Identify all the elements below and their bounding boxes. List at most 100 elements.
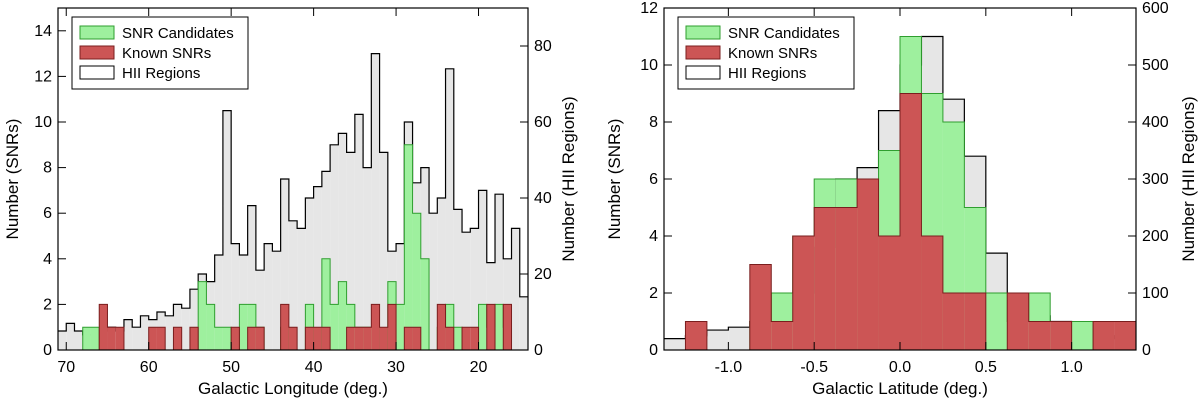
- legend-swatch: [79, 65, 115, 80]
- histogram-bar: [255, 327, 265, 350]
- series-known-snrs: [58, 303, 528, 350]
- histogram-bar: [280, 304, 289, 350]
- histogram-bar: [198, 281, 207, 350]
- histogram-bar: [664, 338, 686, 350]
- y2-tick-label: 0: [534, 342, 543, 359]
- histogram-bar: [814, 207, 836, 350]
- x-axis-title: Galactic Longitude (deg.): [198, 379, 388, 398]
- y2-tick-label: 20: [534, 266, 552, 283]
- histogram-bar: [206, 304, 215, 350]
- x-tick-label: 20: [470, 359, 488, 376]
- histogram-bar: [685, 321, 707, 350]
- histogram-bar: [387, 304, 397, 350]
- histogram-bar: [437, 304, 446, 350]
- histogram-bar: [288, 327, 298, 350]
- y-tick-label: 4: [649, 228, 658, 245]
- x-tick-label: 0.5: [975, 359, 997, 376]
- histogram-bar: [363, 167, 372, 350]
- y-tick-label: 6: [649, 171, 658, 188]
- histogram-bar: [495, 194, 504, 350]
- x-axis-title: Galactic Latitude (deg.): [812, 379, 988, 398]
- histogram-bar: [239, 255, 248, 350]
- y2-tick-label: 60: [534, 114, 552, 131]
- histogram-bar: [280, 179, 289, 350]
- histogram-bar: [396, 243, 405, 350]
- histogram-bar: [239, 304, 248, 350]
- histogram-bar: [338, 281, 347, 350]
- histogram-bar: [1071, 321, 1094, 350]
- histogram-bar: [396, 304, 405, 350]
- histogram-bar: [371, 304, 380, 350]
- histogram-bar: [445, 327, 454, 350]
- legend-swatch: [79, 45, 115, 60]
- histogram-bar: [445, 68, 454, 350]
- x-tick-label: 50: [222, 359, 240, 376]
- histogram-bar: [404, 327, 413, 350]
- histogram-bar: [486, 304, 496, 350]
- histogram-bar: [420, 258, 430, 350]
- histogram-bar: [429, 213, 438, 350]
- series-hii-regions: [58, 53, 528, 350]
- legend: SNR Candidates Known SNRs HII Regions: [71, 16, 249, 90]
- legend-label: SNR Candidates: [122, 25, 234, 42]
- y-tick-label: 14: [34, 23, 52, 40]
- x-tick-label: 0.0: [889, 359, 911, 376]
- y2-tick-label: 300: [1142, 171, 1169, 188]
- histogram-bar: [189, 327, 199, 350]
- y2-tick-label: 500: [1142, 57, 1169, 74]
- histogram-bar: [132, 327, 141, 350]
- histogram-bar: [437, 198, 446, 350]
- plot-area: [58, 53, 528, 350]
- histogram-bar: [222, 110, 232, 350]
- histogram-bar: [231, 243, 240, 350]
- y-axis-title: Number (SNRs): [605, 119, 624, 240]
- histogram-bar: [453, 209, 463, 350]
- histogram-bar: [330, 144, 339, 350]
- histogram-bar: [478, 304, 487, 350]
- legend: SNR Candidates Known SNRs HII Regions: [677, 16, 855, 90]
- y-tick-label: 0: [649, 342, 658, 359]
- histogram-bar: [771, 321, 793, 350]
- histogram-bar: [900, 93, 922, 350]
- histogram-bar: [115, 327, 124, 350]
- y-tick-label: 8: [649, 114, 658, 131]
- histogram-bar: [519, 296, 528, 350]
- legend-label: Known SNRs: [728, 45, 817, 62]
- histogram-bar: [462, 232, 471, 350]
- histogram-bar: [165, 315, 174, 350]
- y-tick-label: 12: [640, 0, 658, 17]
- y2-tick-label: 400: [1142, 114, 1169, 131]
- histogram-bar: [82, 327, 91, 350]
- histogram-bar: [148, 327, 157, 350]
- y-tick-label: 8: [43, 160, 52, 177]
- x-tick-label: 1.0: [1061, 359, 1083, 376]
- chart-panel-2: -1.0 -0.5 0.0 0.5 1.0 0 2 4 6 8 10 12 0 100 200 300 400 5…: [605, 0, 1198, 398]
- histogram-bar: [189, 289, 199, 350]
- histogram-bar: [503, 304, 512, 350]
- histogram-bar: [272, 251, 281, 350]
- histogram-bar: [379, 152, 388, 350]
- histogram-bar: [511, 228, 520, 350]
- histogram-bar: [58, 331, 67, 350]
- histogram-bar: [321, 258, 331, 350]
- histogram-bar: [313, 186, 322, 350]
- histogram-bar: [66, 323, 75, 350]
- histogram-outline: [58, 303, 528, 350]
- legend-label: HII Regions: [122, 65, 200, 82]
- histogram-bar: [354, 114, 364, 350]
- legend-swatch: [685, 65, 721, 80]
- histogram-bar: [1007, 293, 1029, 350]
- histogram-bar: [470, 228, 479, 350]
- histogram-bar: [964, 293, 986, 350]
- histogram-outline: [664, 93, 1136, 350]
- histogram-bar: [985, 293, 1008, 350]
- x-tick-label: -1.0: [715, 359, 743, 376]
- histogram-bar: [255, 270, 265, 350]
- y2-axis-title: Number (HII Regions): [1179, 96, 1198, 261]
- histogram-bar: [412, 213, 421, 350]
- chart-panel-1: 70 60 50 40 30 20 0 2 4 6 8 10 12 14 0 20 40 60 80 Galactic…: [3, 7, 578, 398]
- histogram-bar: [371, 53, 380, 350]
- histogram-bar: [835, 207, 858, 350]
- histogram-bar: [214, 327, 223, 350]
- histogram-bar: [379, 327, 388, 350]
